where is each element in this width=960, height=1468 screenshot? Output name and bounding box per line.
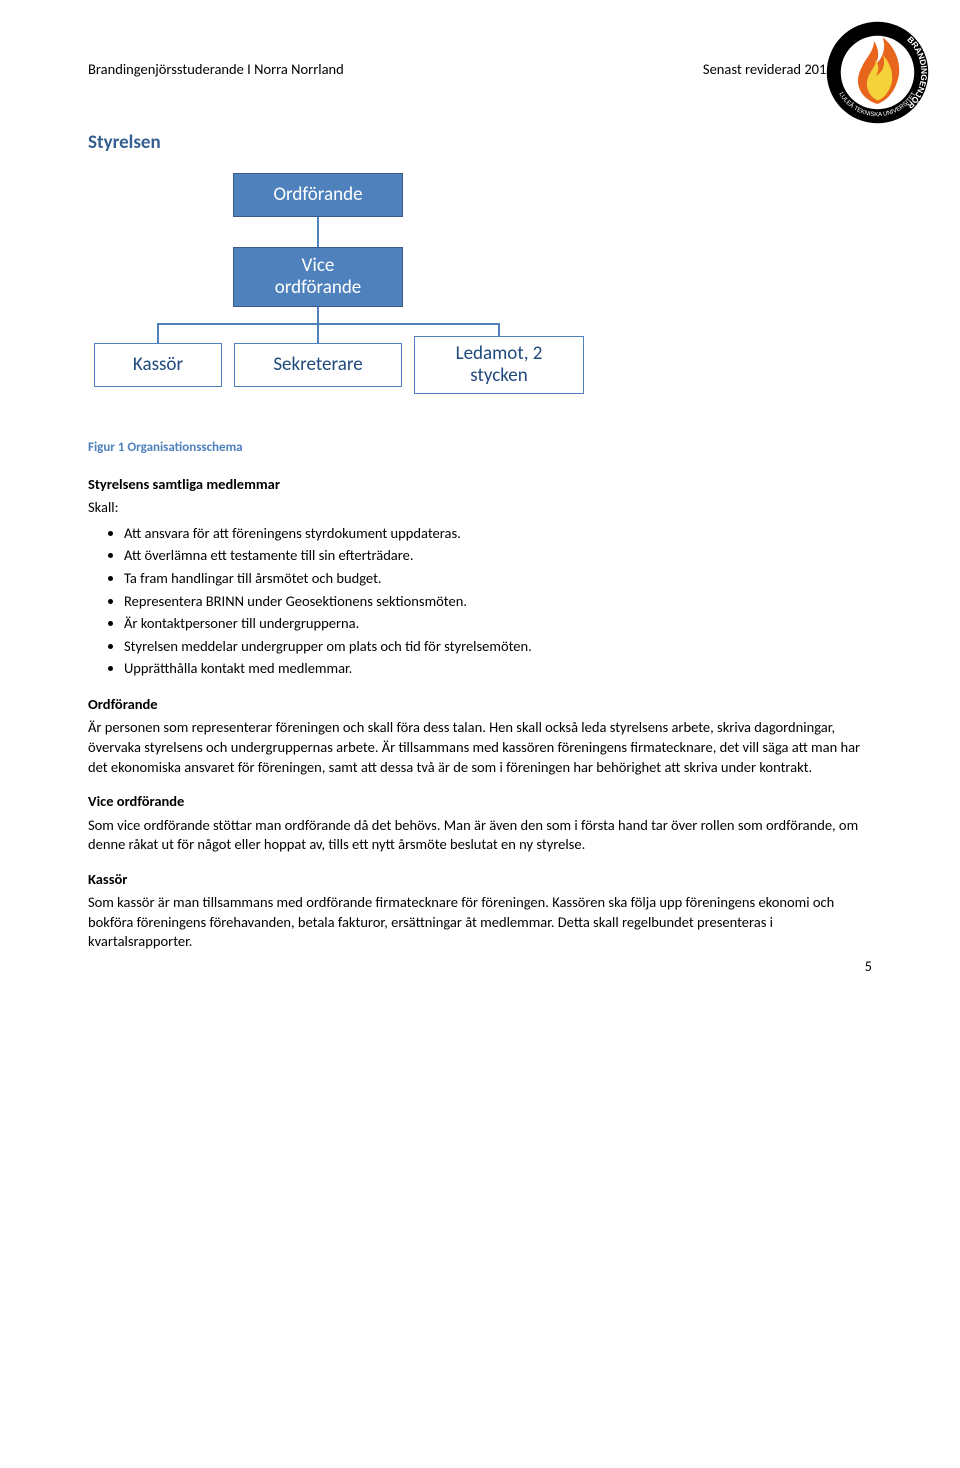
role-vice-body: Som vice ordförande stöttar man ordföran… — [88, 816, 872, 855]
subheading-members: Styrelsens samtliga medlemmar — [88, 475, 872, 495]
role-ordforande-title: Ordförande — [88, 695, 872, 715]
org-node-ordforande: Ordförande — [233, 173, 403, 217]
org-chart: Ordförande Viceordförande Kassör Sekrete… — [88, 173, 628, 433]
org-node-kassor: Kassör — [94, 343, 222, 387]
list-item: Att överlämna ett testamente till sin ef… — [124, 546, 872, 566]
role-vice-title: Vice ordförande — [88, 792, 872, 812]
org-node-sekreterare: Sekreterare — [234, 343, 402, 387]
list-item: Styrelsen meddelar undergrupper om plats… — [124, 637, 872, 657]
skall-label: Skall: — [88, 498, 872, 518]
role-kassor-title: Kassör — [88, 870, 872, 890]
list-item: Upprätthålla kontakt med medlemmar. — [124, 659, 872, 679]
list-item: Representera BRINN under Geosektionens s… — [124, 592, 872, 612]
org-node-ledamot: Ledamot, 2stycken — [414, 336, 584, 394]
list-item: Att ansvara för att föreningens styrdoku… — [124, 524, 872, 544]
role-ordforande-body: Är personen som representerar föreningen… — [88, 718, 872, 777]
list-item: Ta fram handlingar till årsmötet och bud… — [124, 569, 872, 589]
brinn-logo: BRANDINGENJÖR LULEÅ TEKNISKA UNIVERSITET — [825, 20, 930, 125]
page-header: Brandingenjörsstuderande I Norra Norrlan… — [88, 60, 872, 80]
list-item: Är kontaktpersoner till undergrupperna. — [124, 614, 872, 634]
figure-caption: Figur 1 Organisationsschema — [88, 439, 872, 457]
header-left: Brandingenjörsstuderande I Norra Norrlan… — [88, 60, 344, 80]
page-number: 5 — [865, 957, 872, 977]
role-kassor-body: Som kassör är man tillsammans med ordför… — [88, 893, 872, 952]
section-title: Styrelsen — [88, 130, 872, 156]
skall-list: Att ansvara för att föreningens styrdoku… — [124, 524, 872, 679]
org-node-vice: Viceordförande — [233, 247, 403, 307]
